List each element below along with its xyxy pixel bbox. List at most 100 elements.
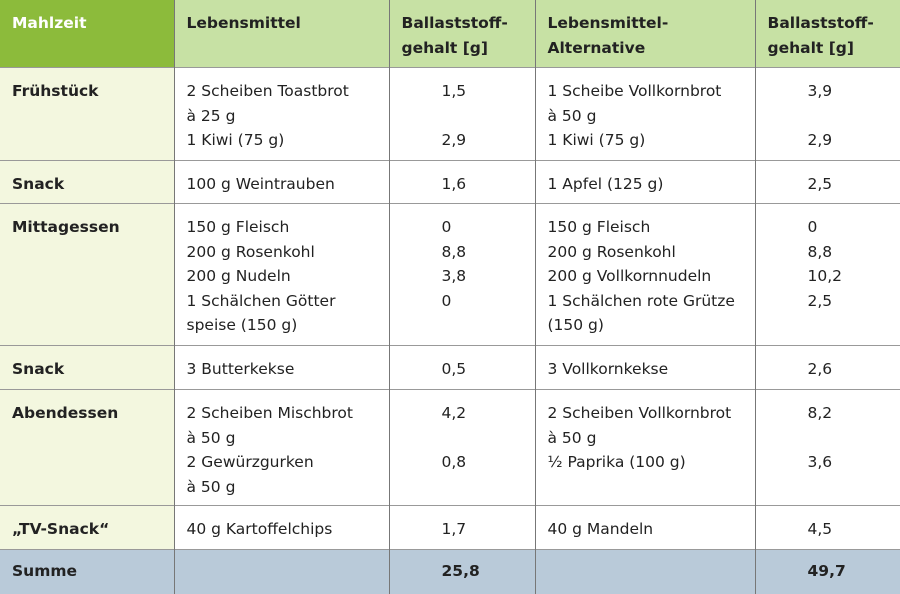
sum-row: Summe 25,8 49,7: [0, 550, 900, 594]
cell-line: 150 g Fleisch: [187, 215, 389, 240]
cell-line: [442, 313, 535, 338]
cell-line: 1 Scheibe Vollkornbrot: [548, 79, 755, 104]
alt-fiber-cell: 4,5: [755, 506, 900, 550]
empty-cell: [535, 550, 755, 594]
cell-line: Mittagessen: [12, 215, 174, 240]
cell-line: 3,8: [442, 264, 535, 289]
alt-fiber-cell: 3,9 2,9: [755, 68, 900, 161]
cell-line: 0: [442, 289, 535, 314]
cell-line: 200 g Vollkornnudeln: [548, 264, 755, 289]
cell-line: 2,9: [808, 128, 900, 153]
cell-line: 0: [808, 215, 900, 240]
cell-line: (150 g): [548, 313, 755, 338]
cell-line: 200 g Nudeln: [187, 264, 389, 289]
cell-line: 200 g Rosenkohl: [548, 240, 755, 265]
cell-line: 1 Kiwi (75 g): [187, 128, 389, 153]
fiber-cell: 1,6: [389, 161, 535, 204]
cell-line: 3,6: [808, 450, 900, 475]
column-header: Ballaststoff-gehalt [g]: [755, 0, 900, 68]
cell-line: [442, 426, 535, 451]
alt-fiber-cell: 8,2 3,6: [755, 390, 900, 506]
food-cell: 40 g Kartoffelchips: [174, 506, 389, 550]
meal-cell: Mittagessen: [0, 204, 174, 346]
food-cell: 3 Butterkekse: [174, 346, 389, 390]
cell-line: à 50 g: [548, 426, 755, 451]
header-text: Ballaststoff-: [402, 11, 535, 36]
cell-line: 0,5: [442, 357, 535, 382]
cell-line: 3 Butterkekse: [187, 357, 389, 382]
header-text: gehalt [g]: [402, 36, 535, 61]
column-header: Lebensmittel: [174, 0, 389, 68]
sum-label: Summe: [0, 550, 174, 594]
cell-line: 2 Scheiben Mischbrot: [187, 401, 389, 426]
column-header: Lebensmittel-Alternative: [535, 0, 755, 68]
cell-line: ½ Paprika (100 g): [548, 450, 755, 475]
table-row: „TV-Snack“ 40 g Kartoffelchips 1,7 40 g Man…: [0, 506, 900, 550]
header-text: Mahlzeit: [12, 11, 174, 36]
cell-line: 100 g Weintrauben: [187, 172, 389, 197]
meal-cell: Frühstück: [0, 68, 174, 161]
cell-line: 3 Vollkornkekse: [548, 357, 755, 382]
alt-food-cell: 1 Apfel (125 g): [535, 161, 755, 204]
cell-line: 1 Schälchen rote Grütze: [548, 289, 755, 314]
cell-line: 40 g Kartoffelchips: [187, 517, 389, 542]
cell-line: 1,7: [442, 517, 535, 542]
cell-line: Snack: [12, 357, 174, 382]
cell-line: 2 Scheiben Toastbrot: [187, 79, 389, 104]
empty-cell: [174, 550, 389, 594]
cell-line: à 50 g: [548, 104, 755, 129]
alt-food-cell: 3 Vollkornkekse: [535, 346, 755, 390]
fiber-cell: 4,2 0,8: [389, 390, 535, 506]
cell-line: 2,5: [808, 289, 900, 314]
cell-line: 1 Kiwi (75 g): [548, 128, 755, 153]
fiber-cell: 1,5 2,9: [389, 68, 535, 161]
cell-line: 200 g Rosenkohl: [187, 240, 389, 265]
alt-fiber-cell: 2,6: [755, 346, 900, 390]
cell-line: 150 g Fleisch: [548, 215, 755, 240]
cell-line: à 50 g: [187, 426, 389, 451]
cell-line: 40 g Mandeln: [548, 517, 755, 542]
sum-fiber: 25,8: [389, 550, 535, 594]
cell-line: [808, 426, 900, 451]
column-header: Mahlzeit: [0, 0, 174, 68]
header-text: gehalt [g]: [768, 36, 900, 61]
cell-line: 3,9: [808, 79, 900, 104]
meal-cell: Snack: [0, 346, 174, 390]
cell-line: 4,5: [808, 517, 900, 542]
column-header: Ballaststoff-gehalt [g]: [389, 0, 535, 68]
cell-line: [442, 475, 535, 500]
cell-line: 2,9: [442, 128, 535, 153]
cell-line: 8,2: [808, 401, 900, 426]
header-text: Alternative: [548, 36, 755, 61]
cell-line: à 25 g: [187, 104, 389, 129]
cell-line: Snack: [12, 172, 174, 197]
alt-food-cell: 40 g Mandeln: [535, 506, 755, 550]
header-text: Ballaststoff-: [768, 11, 900, 36]
cell-line: 2,5: [808, 172, 900, 197]
cell-line: 4,2: [442, 401, 535, 426]
cell-line: 2 Scheiben Vollkornbrot: [548, 401, 755, 426]
sum-alt-fiber: 49,7: [755, 550, 900, 594]
cell-line: 0,8: [442, 450, 535, 475]
cell-line: 8,8: [808, 240, 900, 265]
cell-line: „TV-Snack“: [12, 517, 174, 542]
cell-line: 1,6: [442, 172, 535, 197]
cell-line: [808, 104, 900, 129]
cell-line: Frühstück: [12, 79, 174, 104]
cell-line: 1,5: [442, 79, 535, 104]
cell-line: 0: [442, 215, 535, 240]
cell-line: 8,8: [442, 240, 535, 265]
cell-line: [808, 313, 900, 338]
